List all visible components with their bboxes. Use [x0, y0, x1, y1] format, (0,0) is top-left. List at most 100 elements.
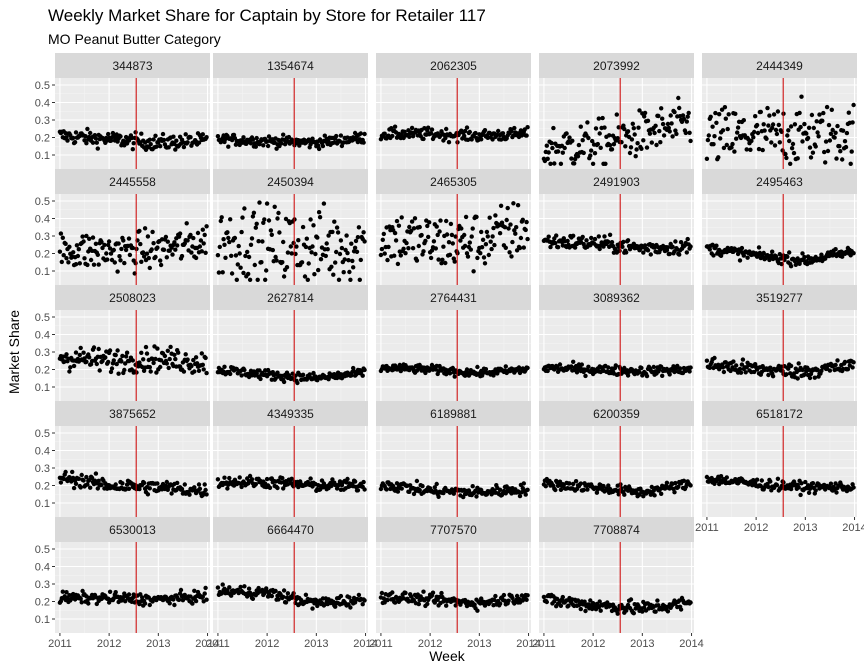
data-point [652, 130, 657, 136]
data-point [788, 264, 794, 269]
data-point [139, 259, 144, 264]
data-point [145, 234, 151, 239]
facet-panel-3875652: 3875652 0.1 0.2 0.3 0.4 0.5 [35, 401, 210, 517]
data-point [71, 135, 76, 141]
data-point [684, 250, 689, 255]
data-point [518, 235, 524, 241]
data-point [497, 231, 503, 236]
data-point [93, 471, 99, 476]
data-point [714, 120, 719, 126]
data-point [404, 240, 409, 246]
data-point [822, 149, 827, 155]
data-point [239, 373, 244, 378]
data-point [748, 147, 753, 152]
data-point [172, 352, 177, 357]
data-point [281, 274, 287, 279]
data-point [804, 131, 809, 136]
data-point [106, 239, 112, 244]
data-point [611, 142, 617, 147]
data-point [204, 492, 209, 497]
data-point [710, 124, 715, 129]
data-point [200, 362, 205, 367]
data-point [158, 144, 163, 149]
data-point [745, 255, 750, 260]
y-axis-title: Market Share [6, 310, 22, 394]
data-point [379, 246, 385, 252]
data-point [416, 243, 421, 249]
data-point [266, 218, 272, 223]
data-point [243, 253, 248, 259]
data-point [571, 481, 576, 487]
data-point [565, 238, 570, 244]
data-point [155, 481, 160, 486]
data-point [113, 482, 118, 487]
data-point [96, 262, 101, 267]
data-point [851, 102, 856, 108]
data-point [549, 140, 554, 146]
data-point [728, 368, 733, 374]
data-point [739, 245, 745, 251]
data-point [225, 486, 230, 491]
data-point [198, 238, 204, 243]
data-point [112, 260, 118, 265]
data-point [399, 215, 404, 220]
data-point [814, 119, 819, 124]
data-point [77, 261, 83, 266]
y-tick-label: 0.4 [35, 330, 50, 342]
data-point [304, 236, 309, 241]
data-point [733, 111, 738, 117]
data-point [498, 137, 504, 142]
data-point [335, 230, 341, 235]
data-point [506, 226, 511, 231]
data-point [104, 251, 109, 256]
data-point [507, 250, 512, 255]
data-point [247, 473, 253, 479]
data-point [239, 484, 244, 490]
strip-background [213, 53, 368, 78]
data-point [470, 226, 475, 231]
data-point [386, 244, 391, 250]
data-point [555, 149, 561, 154]
data-point [338, 133, 344, 138]
data-point [189, 250, 194, 255]
data-point [358, 257, 363, 263]
strip-label: 2764431 [430, 291, 477, 305]
data-point [111, 247, 117, 253]
data-point [645, 118, 651, 124]
data-point [390, 133, 395, 139]
facet-panel-2073992: 2073992 [539, 53, 694, 169]
data-point [433, 488, 438, 494]
data-point [175, 243, 180, 248]
panel-background [376, 78, 531, 169]
y-tick-label: 0.1 [35, 150, 50, 162]
data-point [497, 223, 502, 228]
data-point [255, 277, 260, 282]
data-point [572, 245, 578, 250]
data-point [737, 366, 743, 372]
data-point [595, 141, 600, 147]
data-point [503, 364, 508, 369]
data-point [761, 122, 766, 127]
strip-label: 2073992 [593, 59, 640, 73]
data-point [740, 357, 746, 362]
data-point [474, 494, 479, 499]
strip-background [213, 285, 368, 310]
data-point [127, 252, 133, 258]
data-point [172, 602, 177, 608]
data-point [810, 481, 816, 486]
data-point [326, 233, 331, 238]
data-point [789, 146, 795, 151]
data-point [553, 487, 558, 493]
data-point [106, 131, 111, 137]
data-point [77, 352, 83, 358]
data-point [743, 370, 748, 375]
data-point [306, 261, 311, 266]
data-point [813, 144, 818, 149]
data-point [119, 359, 124, 364]
data-point [508, 222, 513, 227]
data-point [358, 131, 363, 136]
data-point [770, 122, 776, 127]
data-point [584, 238, 589, 243]
data-point [509, 128, 514, 134]
data-point [187, 492, 192, 497]
